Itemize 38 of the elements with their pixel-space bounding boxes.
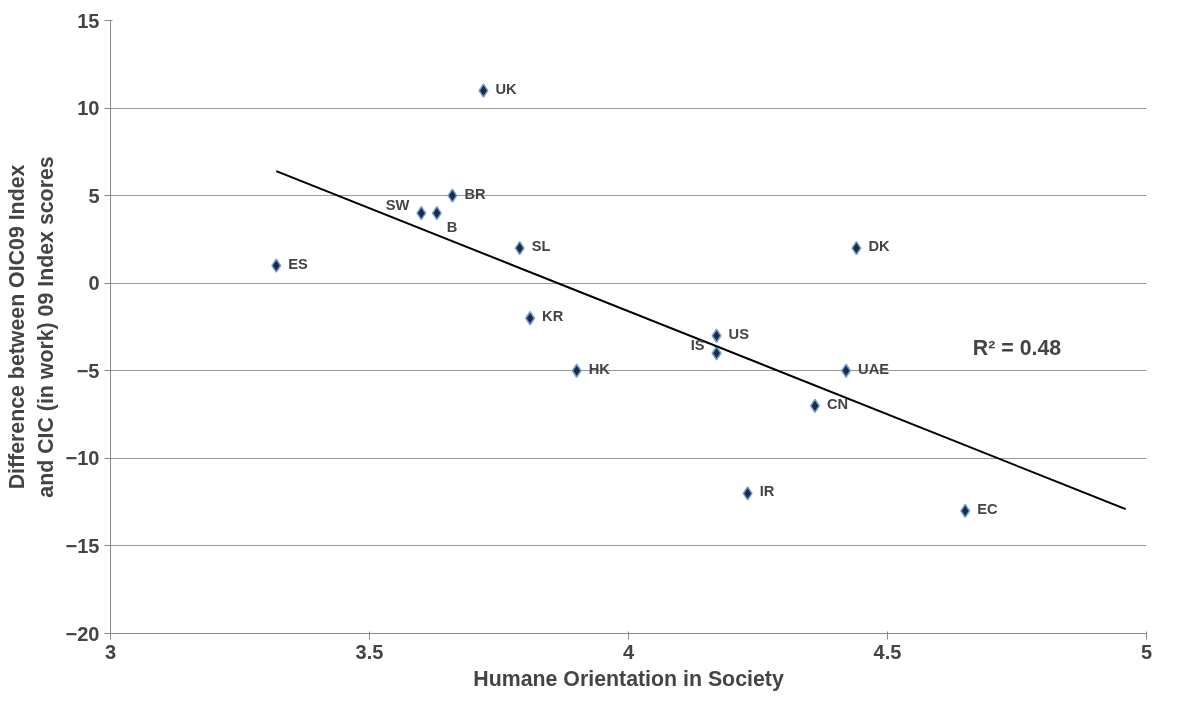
x-tick-label: 3.5 bbox=[355, 640, 384, 663]
annotation: IS bbox=[690, 337, 705, 354]
annotation: SW bbox=[385, 197, 410, 214]
annotation: R² = 0.48 bbox=[972, 336, 1062, 361]
y-tick-label: −15 bbox=[65, 534, 100, 557]
y-tick-label: 0 bbox=[88, 272, 100, 295]
x-tick-label: 3 bbox=[104, 640, 117, 663]
annotation: IR bbox=[759, 483, 775, 500]
annotation: ES bbox=[288, 255, 309, 272]
annotation: US bbox=[728, 325, 750, 342]
point bbox=[271, 258, 282, 273]
annotation: UAE bbox=[858, 360, 890, 377]
annotation: DK bbox=[868, 238, 890, 255]
annotation: B bbox=[446, 219, 458, 236]
annotation: BR bbox=[464, 185, 486, 202]
y-tick-label: −5 bbox=[76, 359, 100, 382]
x-tick-label: 4.5 bbox=[873, 640, 902, 663]
annotation: KR bbox=[542, 308, 564, 325]
x-axis-title: Humane Orientation in Society bbox=[473, 666, 784, 691]
point bbox=[447, 188, 458, 203]
y-tick-label: 15 bbox=[77, 9, 100, 32]
y-axis-title: Difference between OIC09 Index and CIC (in work) 09 Index scores bbox=[4, 156, 58, 498]
x-tick-label: 4 bbox=[622, 640, 635, 663]
point bbox=[742, 486, 753, 501]
point bbox=[840, 363, 852, 379]
x-tick-label: 5 bbox=[1140, 640, 1153, 663]
y-tick-label: 5 bbox=[88, 184, 100, 207]
y-tick-label: −20 bbox=[65, 622, 100, 645]
annotation: UK bbox=[495, 80, 518, 97]
annotation: EC bbox=[977, 500, 998, 517]
annotation: SL bbox=[531, 238, 551, 255]
annotation: CN bbox=[826, 395, 849, 412]
point bbox=[478, 83, 489, 98]
point bbox=[711, 346, 722, 361]
point bbox=[809, 398, 821, 414]
y-tick-label: 10 bbox=[77, 97, 100, 120]
y-tick-label: −10 bbox=[65, 447, 100, 470]
annotation: HK bbox=[588, 360, 611, 377]
